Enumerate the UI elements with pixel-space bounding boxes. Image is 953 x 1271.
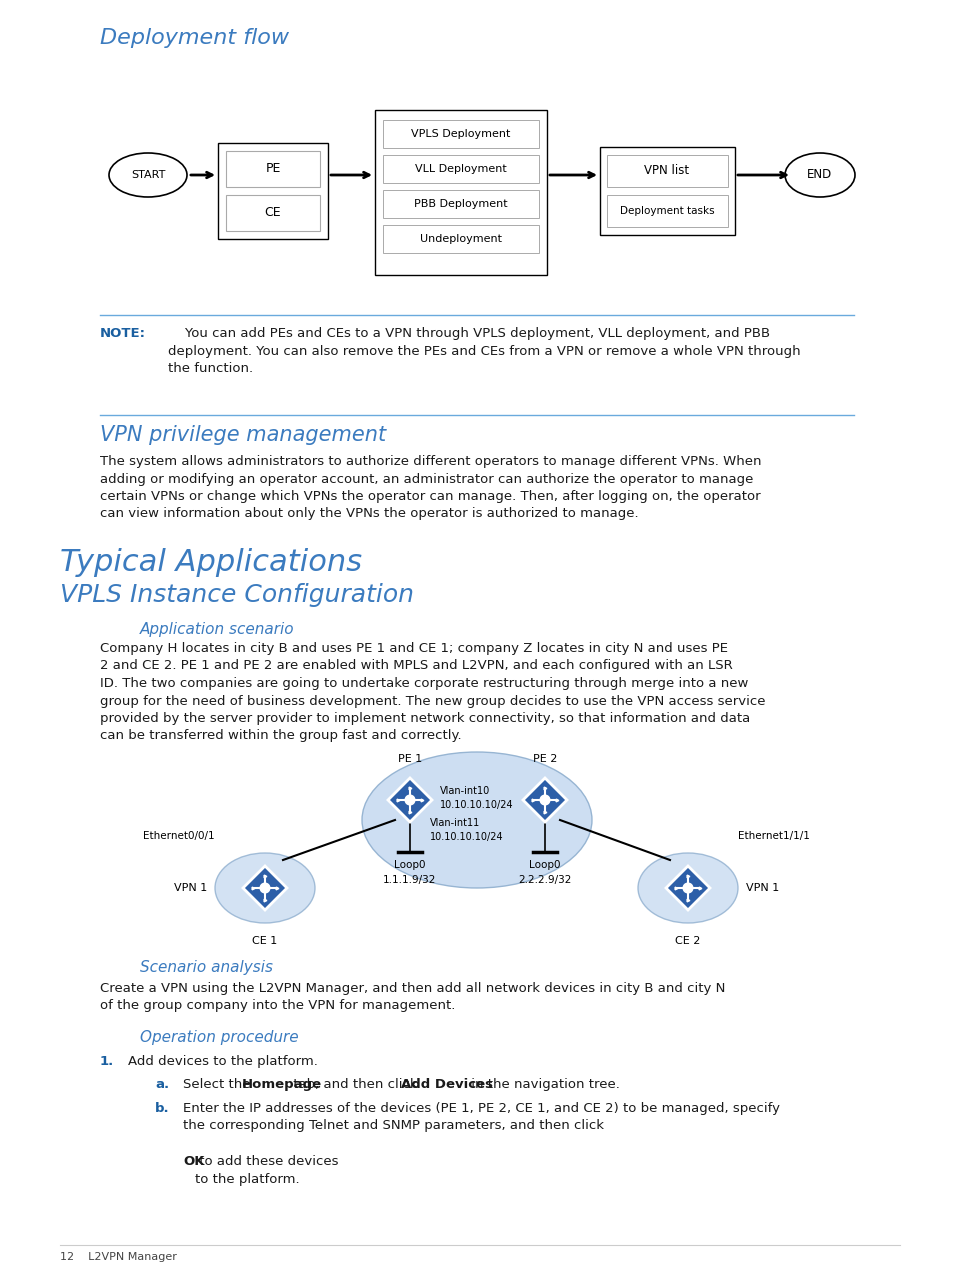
- Text: 10.10.10.10/24: 10.10.10.10/24: [430, 833, 503, 841]
- Text: VPLS Deployment: VPLS Deployment: [411, 128, 510, 139]
- Text: PE: PE: [265, 163, 280, 175]
- Bar: [599, 147, 734, 235]
- Bar: [218, 144, 328, 239]
- Text: Undeployment: Undeployment: [419, 234, 501, 244]
- Text: OK: OK: [183, 1155, 204, 1168]
- Text: 10.10.10.10/24: 10.10.10.10/24: [439, 799, 513, 810]
- Bar: [606, 155, 727, 187]
- Text: Deployment tasks: Deployment tasks: [619, 206, 714, 216]
- Text: Select the: Select the: [183, 1078, 254, 1091]
- Text: Scenario analysis: Scenario analysis: [140, 960, 273, 975]
- Text: CE 2: CE 2: [675, 935, 700, 946]
- Ellipse shape: [638, 853, 738, 923]
- Text: CE 1: CE 1: [253, 935, 277, 946]
- Text: Company H locates in city B and uses PE 1 and CE 1; company Z locates in city N : Company H locates in city B and uses PE …: [100, 642, 764, 742]
- Text: tab, and then click: tab, and then click: [289, 1078, 422, 1091]
- Text: Create a VPN using the L2VPN Manager, and then add all network devices in city B: Create a VPN using the L2VPN Manager, an…: [100, 982, 724, 1013]
- Polygon shape: [522, 778, 566, 822]
- Text: VLL Deployment: VLL Deployment: [415, 164, 506, 174]
- Text: a.: a.: [154, 1078, 169, 1091]
- Bar: [226, 151, 319, 187]
- Text: 1.: 1.: [100, 1055, 114, 1068]
- Text: VPN list: VPN list: [644, 164, 689, 178]
- Bar: [226, 194, 319, 231]
- Text: Loop0: Loop0: [529, 860, 560, 871]
- Text: 12    L2VPN Manager: 12 L2VPN Manager: [60, 1252, 176, 1262]
- Bar: [606, 194, 727, 228]
- Bar: [382, 225, 538, 253]
- Circle shape: [405, 796, 415, 805]
- Text: VPN 1: VPN 1: [745, 883, 779, 894]
- Polygon shape: [665, 866, 709, 910]
- Text: Loop0: Loop0: [394, 860, 425, 871]
- Bar: [382, 119, 538, 147]
- Text: Add devices to the platform.: Add devices to the platform.: [128, 1055, 317, 1068]
- Text: Vlan-int10: Vlan-int10: [439, 785, 490, 796]
- Text: Add Devices: Add Devices: [400, 1078, 492, 1091]
- Circle shape: [539, 796, 549, 805]
- Polygon shape: [388, 778, 432, 822]
- Text: Homepage: Homepage: [241, 1078, 321, 1091]
- Text: Application scenario: Application scenario: [140, 622, 294, 637]
- Text: VPN privilege management: VPN privilege management: [100, 425, 386, 445]
- Text: CE: CE: [264, 206, 281, 220]
- Text: b.: b.: [154, 1102, 170, 1115]
- Bar: [382, 189, 538, 219]
- Text: PE 1: PE 1: [397, 754, 421, 764]
- Ellipse shape: [361, 752, 592, 888]
- Bar: [382, 155, 538, 183]
- Text: START: START: [131, 170, 165, 180]
- Text: in the navigation tree.: in the navigation tree.: [466, 1078, 618, 1091]
- Text: Deployment flow: Deployment flow: [100, 28, 289, 48]
- Text: NOTE:: NOTE:: [100, 327, 146, 341]
- Text: Vlan-int11: Vlan-int11: [430, 819, 479, 827]
- Circle shape: [682, 883, 692, 892]
- Bar: [375, 111, 546, 275]
- Text: 1.1.1.9/32: 1.1.1.9/32: [383, 874, 436, 885]
- Text: 2.2.2.9/32: 2.2.2.9/32: [517, 874, 571, 885]
- Text: Operation procedure: Operation procedure: [140, 1030, 298, 1045]
- Ellipse shape: [214, 853, 314, 923]
- Text: VPLS Instance Configuration: VPLS Instance Configuration: [60, 583, 414, 608]
- Text: Ethernet1/1/1: Ethernet1/1/1: [738, 831, 809, 841]
- Text: Enter the IP addresses of the devices (PE 1, PE 2, CE 1, and CE 2) to be managed: Enter the IP addresses of the devices (P…: [183, 1102, 780, 1132]
- Text: END: END: [806, 169, 832, 182]
- Polygon shape: [243, 866, 287, 910]
- Circle shape: [260, 883, 270, 892]
- Text: You can add PEs and CEs to a VPN through VPLS deployment, VLL deployment, and PB: You can add PEs and CEs to a VPN through…: [168, 327, 800, 375]
- Text: VPN 1: VPN 1: [173, 883, 207, 894]
- Text: to add these devices
to the platform.: to add these devices to the platform.: [195, 1155, 338, 1186]
- Text: PBB Deployment: PBB Deployment: [414, 200, 507, 208]
- Text: PE 2: PE 2: [533, 754, 557, 764]
- Text: The system allows administrators to authorize different operators to manage diff: The system allows administrators to auth…: [100, 455, 760, 521]
- Text: Typical Applications: Typical Applications: [60, 548, 362, 577]
- Text: Ethernet0/0/1: Ethernet0/0/1: [143, 831, 214, 841]
